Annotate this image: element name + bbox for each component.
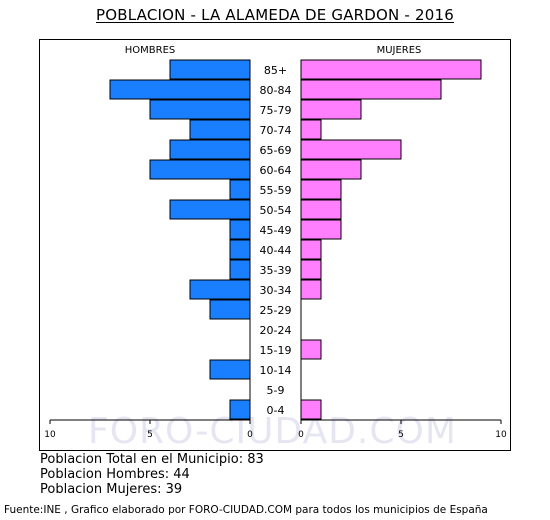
age-label-10-14: 10-14 [260, 364, 292, 377]
age-label-65-69: 65-69 [260, 144, 292, 157]
bar-mujeres-55-59 [300, 179, 342, 200]
bar-hombres-0-4 [229, 399, 251, 420]
bar-mujeres-85+ [300, 59, 482, 80]
tick-label-left-5: 5 [147, 430, 153, 440]
tick-label-right-10: 10 [495, 430, 507, 440]
tick-label-left-10: 10 [44, 430, 56, 440]
age-label-80-84: 80-84 [260, 84, 292, 97]
stat-mujeres: Poblacion Mujeres: 39 [40, 482, 183, 497]
chart-frame [39, 39, 511, 451]
age-label-5-9: 5-9 [267, 384, 285, 397]
bar-hombres-60-64 [149, 159, 251, 180]
age-label-45-49: 45-49 [260, 224, 292, 237]
tick-label-right-0: 0 [298, 430, 304, 440]
bar-mujeres-35-39 [300, 259, 322, 280]
series-label-mujeres: MUJERES [377, 45, 422, 56]
watermark: FORO-CIUDAD.COM [88, 411, 457, 452]
bar-hombres-30-34 [189, 279, 251, 300]
stat-total: Poblacion Total en el Municipio: 83 [40, 452, 264, 467]
bar-hombres-85+ [169, 59, 251, 80]
bar-hombres-40-44 [229, 239, 251, 260]
bar-mujeres-0-4 [300, 399, 322, 420]
bar-hombres-55-59 [229, 179, 251, 200]
bar-hombres-75-79 [149, 99, 251, 120]
age-label-30-34: 30-34 [260, 284, 292, 297]
age-label-75-79: 75-79 [260, 104, 292, 117]
bar-hombres-35-39 [229, 259, 251, 280]
bar-mujeres-65-69 [300, 139, 402, 160]
bar-hombres-10-14 [209, 359, 251, 380]
tick-label-right-5: 5 [398, 430, 404, 440]
bar-hombres-80-84 [109, 79, 251, 100]
bar-hombres-50-54 [169, 199, 251, 220]
source-footer: Fuente:INE , Grafico elaborado por FORO-… [4, 504, 488, 516]
tick-label-left-0: 0 [247, 430, 253, 440]
age-label-40-44: 40-44 [260, 244, 292, 257]
age-label-60-64: 60-64 [260, 164, 292, 177]
bar-hombres-25-29 [209, 299, 251, 320]
age-label-0-4: 0-4 [267, 404, 285, 417]
bar-hombres-65-69 [169, 139, 251, 160]
chart-title: POBLACION - LA ALAMEDA DE GARDON - 2016 [95, 6, 454, 24]
age-label-25-29: 25-29 [260, 304, 292, 317]
age-label-55-59: 55-59 [260, 184, 292, 197]
bar-mujeres-40-44 [300, 239, 322, 260]
stat-hombres: Poblacion Hombres: 44 [40, 467, 190, 482]
age-label-85+: 85+ [264, 64, 287, 77]
bar-mujeres-30-34 [300, 279, 322, 300]
bar-mujeres-15-19 [300, 339, 322, 360]
age-label-50-54: 50-54 [260, 204, 292, 217]
bar-mujeres-75-79 [300, 99, 362, 120]
age-label-35-39: 35-39 [260, 264, 292, 277]
age-label-15-19: 15-19 [260, 344, 292, 357]
bar-mujeres-70-74 [300, 119, 322, 140]
bar-mujeres-45-49 [300, 219, 342, 240]
bar-mujeres-50-54 [300, 199, 342, 220]
series-label-hombres: HOMBRES [125, 45, 176, 56]
age-label-20-24: 20-24 [260, 324, 292, 337]
bar-mujeres-80-84 [300, 79, 442, 100]
bar-hombres-70-74 [189, 119, 251, 140]
bar-mujeres-60-64 [300, 159, 362, 180]
bar-hombres-45-49 [229, 219, 251, 240]
age-label-70-74: 70-74 [260, 124, 292, 137]
